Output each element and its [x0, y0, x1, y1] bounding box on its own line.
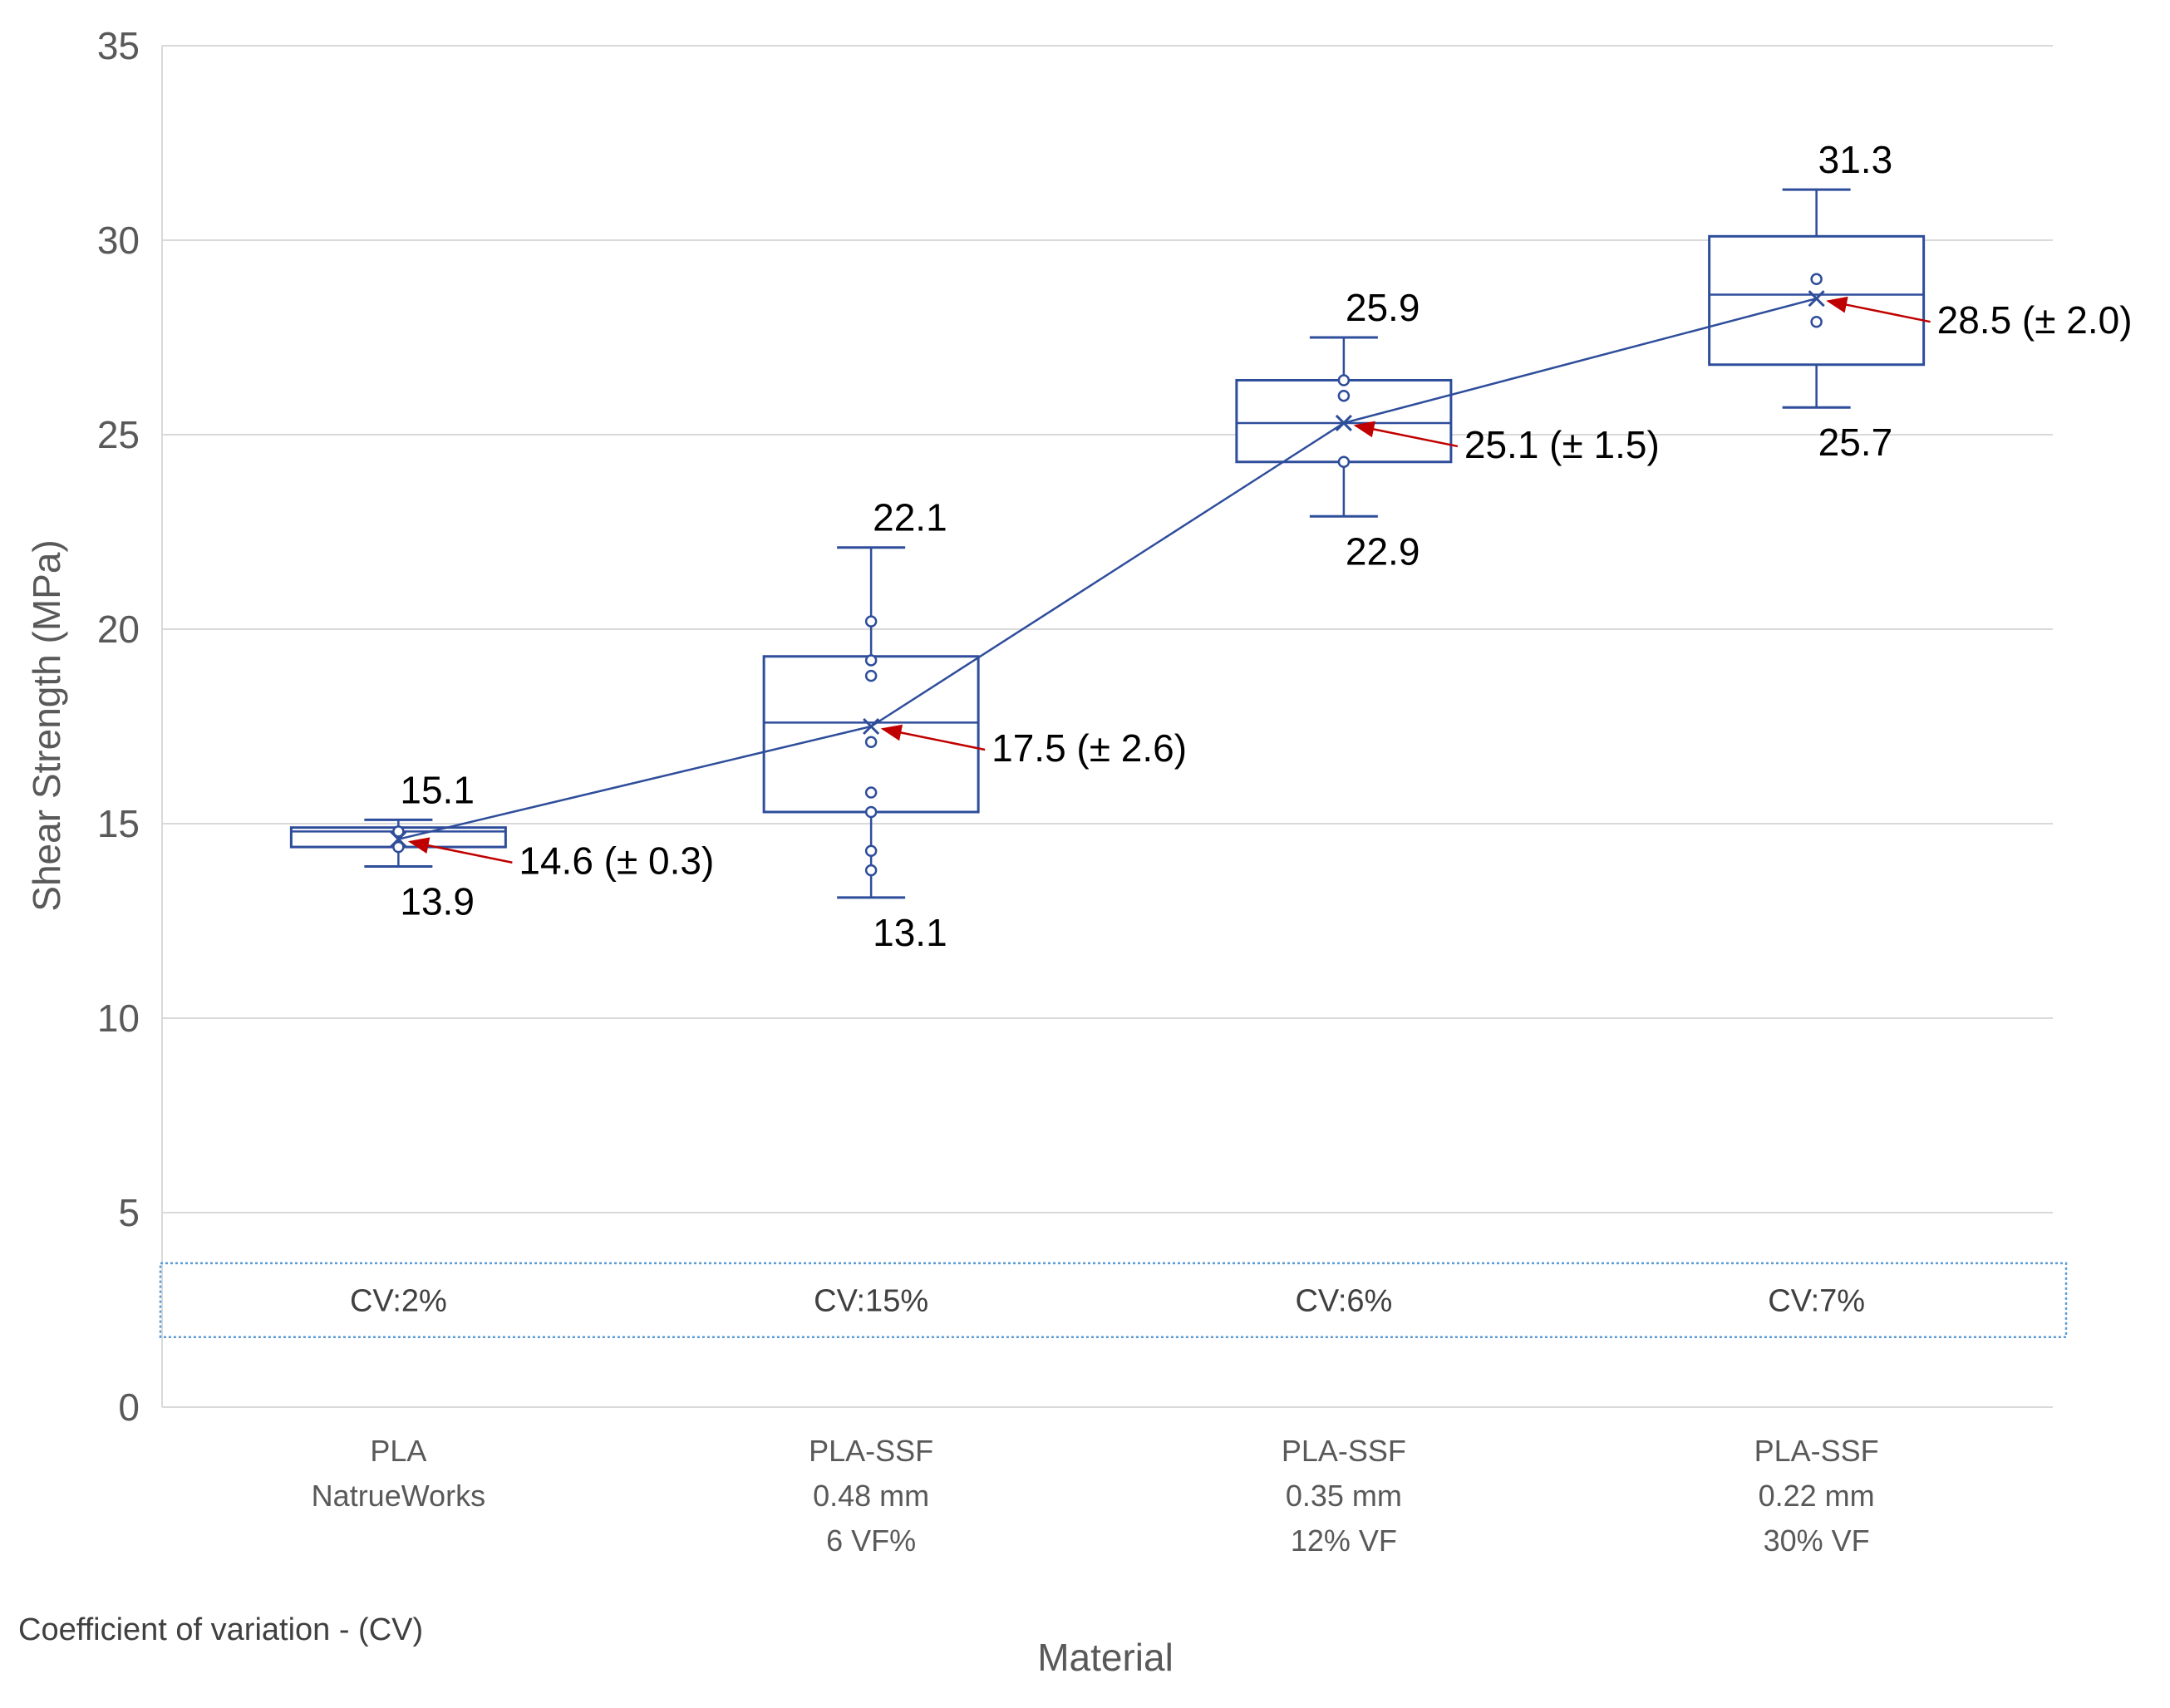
x-axis: PLA NatrueWorks PLA-SSF 0.48 mm 6 VF% PLA-SSF…	[312, 1434, 1879, 1558]
mean-line	[398, 297, 1817, 840]
box-4	[1708, 188, 1926, 409]
data-point	[392, 840, 405, 854]
data-point	[864, 864, 878, 877]
data-point	[864, 669, 878, 682]
data-point	[864, 736, 878, 748]
x-category-label: 0.35 mm	[1286, 1479, 1402, 1513]
mean-marker	[1808, 290, 1825, 308]
y-tick-label: 0	[118, 1386, 140, 1429]
data-point	[864, 786, 878, 799]
box-3	[1235, 336, 1453, 518]
x-category-label: PLA-SSF	[1754, 1434, 1879, 1468]
min-label: 13.1	[873, 911, 947, 954]
y-tick-label: 30	[97, 219, 140, 262]
box-iqr	[1708, 234, 1926, 367]
boxes	[289, 188, 1926, 899]
mean-arrow	[407, 837, 513, 864]
y-tick-label: 35	[97, 24, 140, 67]
data-point	[1810, 316, 1823, 328]
x-category-label: 6 VF%	[826, 1523, 916, 1558]
x-category-label: PLA-SSF	[1282, 1434, 1406, 1468]
data-point	[1810, 273, 1823, 286]
y-tick-label: 20	[97, 608, 140, 651]
data-point	[864, 615, 878, 628]
x-category-label: PLA	[370, 1434, 426, 1468]
cv-box-border	[159, 1262, 2068, 1339]
min-label: 22.9	[1346, 529, 1420, 573]
box-iqr	[762, 655, 980, 814]
mean-arrow	[1826, 296, 1931, 323]
max-label: 22.1	[873, 496, 947, 539]
y-tick-label: 10	[97, 997, 140, 1040]
data-point	[864, 654, 878, 667]
data-point	[1337, 389, 1351, 402]
y-tick-label: 5	[118, 1191, 140, 1234]
x-category-label: 30% VF	[1764, 1523, 1870, 1558]
x-category-label: 0.48 mm	[813, 1479, 929, 1513]
box-2	[762, 546, 980, 899]
cv-label: CV:6%	[1295, 1283, 1392, 1318]
mean-label: 25.1 (± 1.5)	[1464, 423, 1660, 466]
cv-footnote: Coefficient of variation - (CV)	[18, 1612, 423, 1647]
cv-label: CV:7%	[1768, 1283, 1865, 1318]
x-category-label: PLA-SSF	[809, 1434, 933, 1468]
max-label: 25.9	[1346, 286, 1420, 329]
mean-label: 17.5 (± 2.6)	[992, 726, 1187, 770]
cv-box: CV:2% CV:15% CV:6% CV:7%	[159, 1262, 2068, 1339]
gridlines	[162, 45, 2053, 1213]
y-tick-label: 15	[97, 802, 140, 845]
cv-label: CV:15%	[814, 1283, 928, 1318]
mean-label: 28.5 (± 2.0)	[1937, 298, 2133, 342]
mean-label: 14.6 (± 0.3)	[519, 839, 714, 883]
y-axis: 0 5 10 15 20 25 30 35	[97, 24, 2053, 1429]
x-axis-title: Material	[1037, 1636, 1174, 1679]
annotations: 15.1 13.9 14.6 (± 0.3) 22.1 13.1 17.5 (± 2.6)…	[400, 138, 2132, 954]
data-point	[1337, 374, 1351, 386]
min-label: 13.9	[400, 879, 475, 923]
x-category-label: 12% VF	[1291, 1523, 1397, 1558]
mean-trend-line	[398, 297, 1817, 840]
mean-arrow	[880, 724, 986, 751]
data-point	[864, 805, 878, 819]
box-1	[289, 818, 507, 868]
max-label: 15.1	[400, 768, 475, 811]
y-axis-title: Shear Strength (MPa)	[25, 539, 68, 911]
x-category-label: NatrueWorks	[312, 1479, 485, 1513]
y-tick-label: 25	[97, 413, 140, 456]
min-label: 25.7	[1818, 421, 1893, 464]
data-point	[864, 844, 878, 858]
data-point	[1337, 455, 1351, 469]
data-point	[392, 825, 405, 838]
mean-arrow	[1353, 421, 1459, 448]
x-category-label: 0.22 mm	[1759, 1479, 1875, 1513]
max-label: 31.3	[1818, 138, 1893, 181]
cv-label: CV:2%	[350, 1283, 447, 1318]
